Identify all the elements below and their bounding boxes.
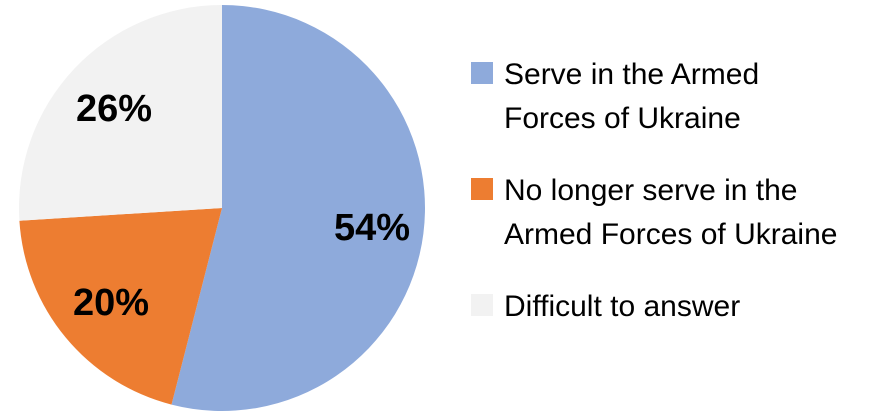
legend-label-2-line-2: Armed Forces of Ukraine bbox=[504, 218, 837, 251]
legend-label-1-line-2: Forces of Ukraine bbox=[504, 102, 741, 135]
pie-data-labels: 54% 20% 26% bbox=[73, 88, 410, 324]
legend-label-1-line-1: Serve in the Armed bbox=[504, 58, 759, 91]
pie-slices bbox=[18, 5, 426, 411]
pie-slice-3 bbox=[18, 5, 222, 221]
legend-item-3: Difficult to answer bbox=[471, 290, 740, 323]
slice-label-3: 26% bbox=[76, 88, 152, 130]
legend-item-2: No longer serve in the Armed Forces of Uk… bbox=[471, 174, 837, 251]
legend: Serve in the Armed Forces of Ukraine No lo… bbox=[471, 58, 837, 323]
legend-swatch-3 bbox=[471, 294, 493, 316]
legend-swatch-1 bbox=[471, 62, 493, 84]
legend-label-3-line-1: Difficult to answer bbox=[504, 290, 740, 323]
legend-swatch-2 bbox=[471, 178, 493, 200]
slice-label-1: 54% bbox=[334, 207, 410, 249]
pie-slice-2 bbox=[19, 208, 222, 405]
slice-label-2: 20% bbox=[73, 282, 149, 324]
legend-item-1: Serve in the Armed Forces of Ukraine bbox=[471, 58, 759, 135]
pie-slice-1 bbox=[171, 5, 426, 411]
legend-label-2-line-1: No longer serve in the bbox=[504, 174, 798, 207]
